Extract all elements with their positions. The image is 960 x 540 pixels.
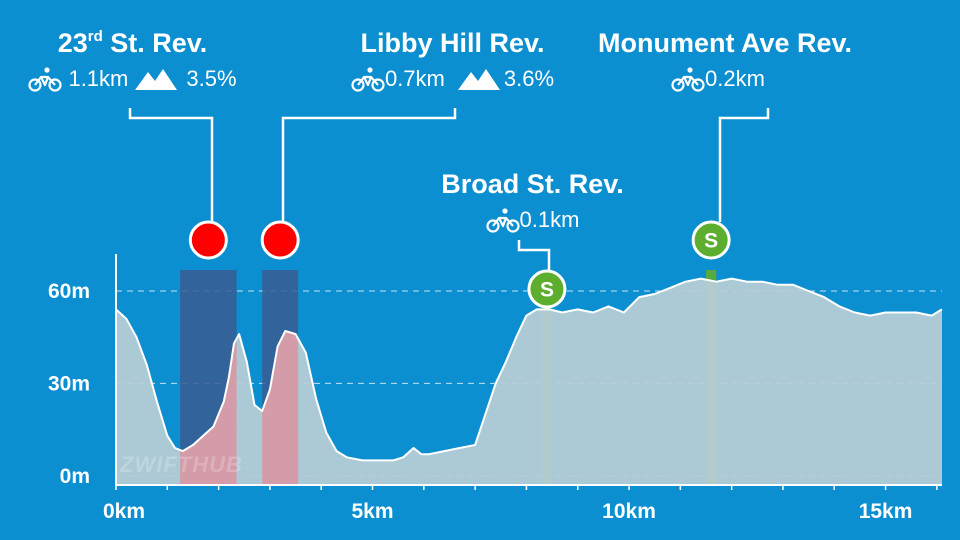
connector-seg-3 xyxy=(517,240,551,272)
connector-seg-1 xyxy=(128,108,214,222)
segment-stats: 1.1km 3.5% xyxy=(10,65,255,93)
bike-icon xyxy=(28,67,63,92)
segment-title: Broad St. Rev. xyxy=(441,169,624,199)
segment-stats: 0.1km xyxy=(410,206,655,234)
mountains-icon xyxy=(135,69,178,90)
length-stat: 0.2km xyxy=(671,65,765,93)
bike-icon xyxy=(671,67,705,92)
segment-title: Libby Hill Rev. xyxy=(360,28,545,58)
connector-seg-2 xyxy=(281,108,457,222)
watermark: ZWIFTHUB xyxy=(120,452,243,477)
climb-marker-1 xyxy=(188,220,228,260)
connector-seg-4 xyxy=(718,108,770,222)
mountains-icon xyxy=(457,69,500,90)
segment-connectors xyxy=(128,108,770,272)
terrain-line xyxy=(115,277,943,462)
x-tick-label: 15km xyxy=(859,500,913,523)
bike-icon xyxy=(351,67,385,92)
segment-label-broad-st: Broad St. Rev. 0.1km xyxy=(410,168,655,234)
grade-stat: 3.5% xyxy=(134,65,237,93)
sprint-marker-letter: S xyxy=(704,230,718,253)
segment-stats: 0.7km 3.6% xyxy=(330,65,575,93)
y-tick-label: 60m xyxy=(48,280,90,303)
length-stat: 0.1km xyxy=(485,206,579,234)
climb-fill-1 xyxy=(180,338,237,485)
sprint-marker-4 xyxy=(691,220,731,260)
x-tick-label: 5km xyxy=(352,500,394,523)
y-tick-label: 30m xyxy=(48,372,90,395)
segment-markers: SS xyxy=(188,220,731,309)
sprint-marker-letter: S xyxy=(540,279,554,302)
segment-title: Monument Ave Rev. xyxy=(598,28,853,58)
climb-fill-2 xyxy=(262,331,299,485)
x-tick-label: 0km xyxy=(103,500,145,523)
sprint-marker-3 xyxy=(527,269,567,309)
segment-stats: 0.2km xyxy=(598,65,838,93)
segment-label-monument-ave: Monument Ave Rev. 0.2km xyxy=(598,27,853,93)
length-stat: 0.7km xyxy=(351,65,445,93)
y-tick-label: 0m xyxy=(60,465,90,488)
length-stat: 1.1km xyxy=(28,65,128,93)
grade-stat: 3.6% xyxy=(457,65,554,93)
bike-icon xyxy=(485,208,520,233)
segment-title: 23rd St. Rev. xyxy=(57,28,208,58)
climb-marker-2 xyxy=(260,220,300,260)
x-tick-label: 10km xyxy=(602,500,656,523)
segment-label-libby-hill: Libby Hill Rev. 0.7km 3.6% xyxy=(330,27,575,93)
segment-label-23rd-st: 23rd St. Rev. 1.1km 3.5% xyxy=(10,27,255,93)
axes: 0m 30m 60m 0km 5km 10km 15km xyxy=(48,254,942,523)
terrain-area xyxy=(116,278,942,485)
terrain-layer xyxy=(115,277,943,485)
